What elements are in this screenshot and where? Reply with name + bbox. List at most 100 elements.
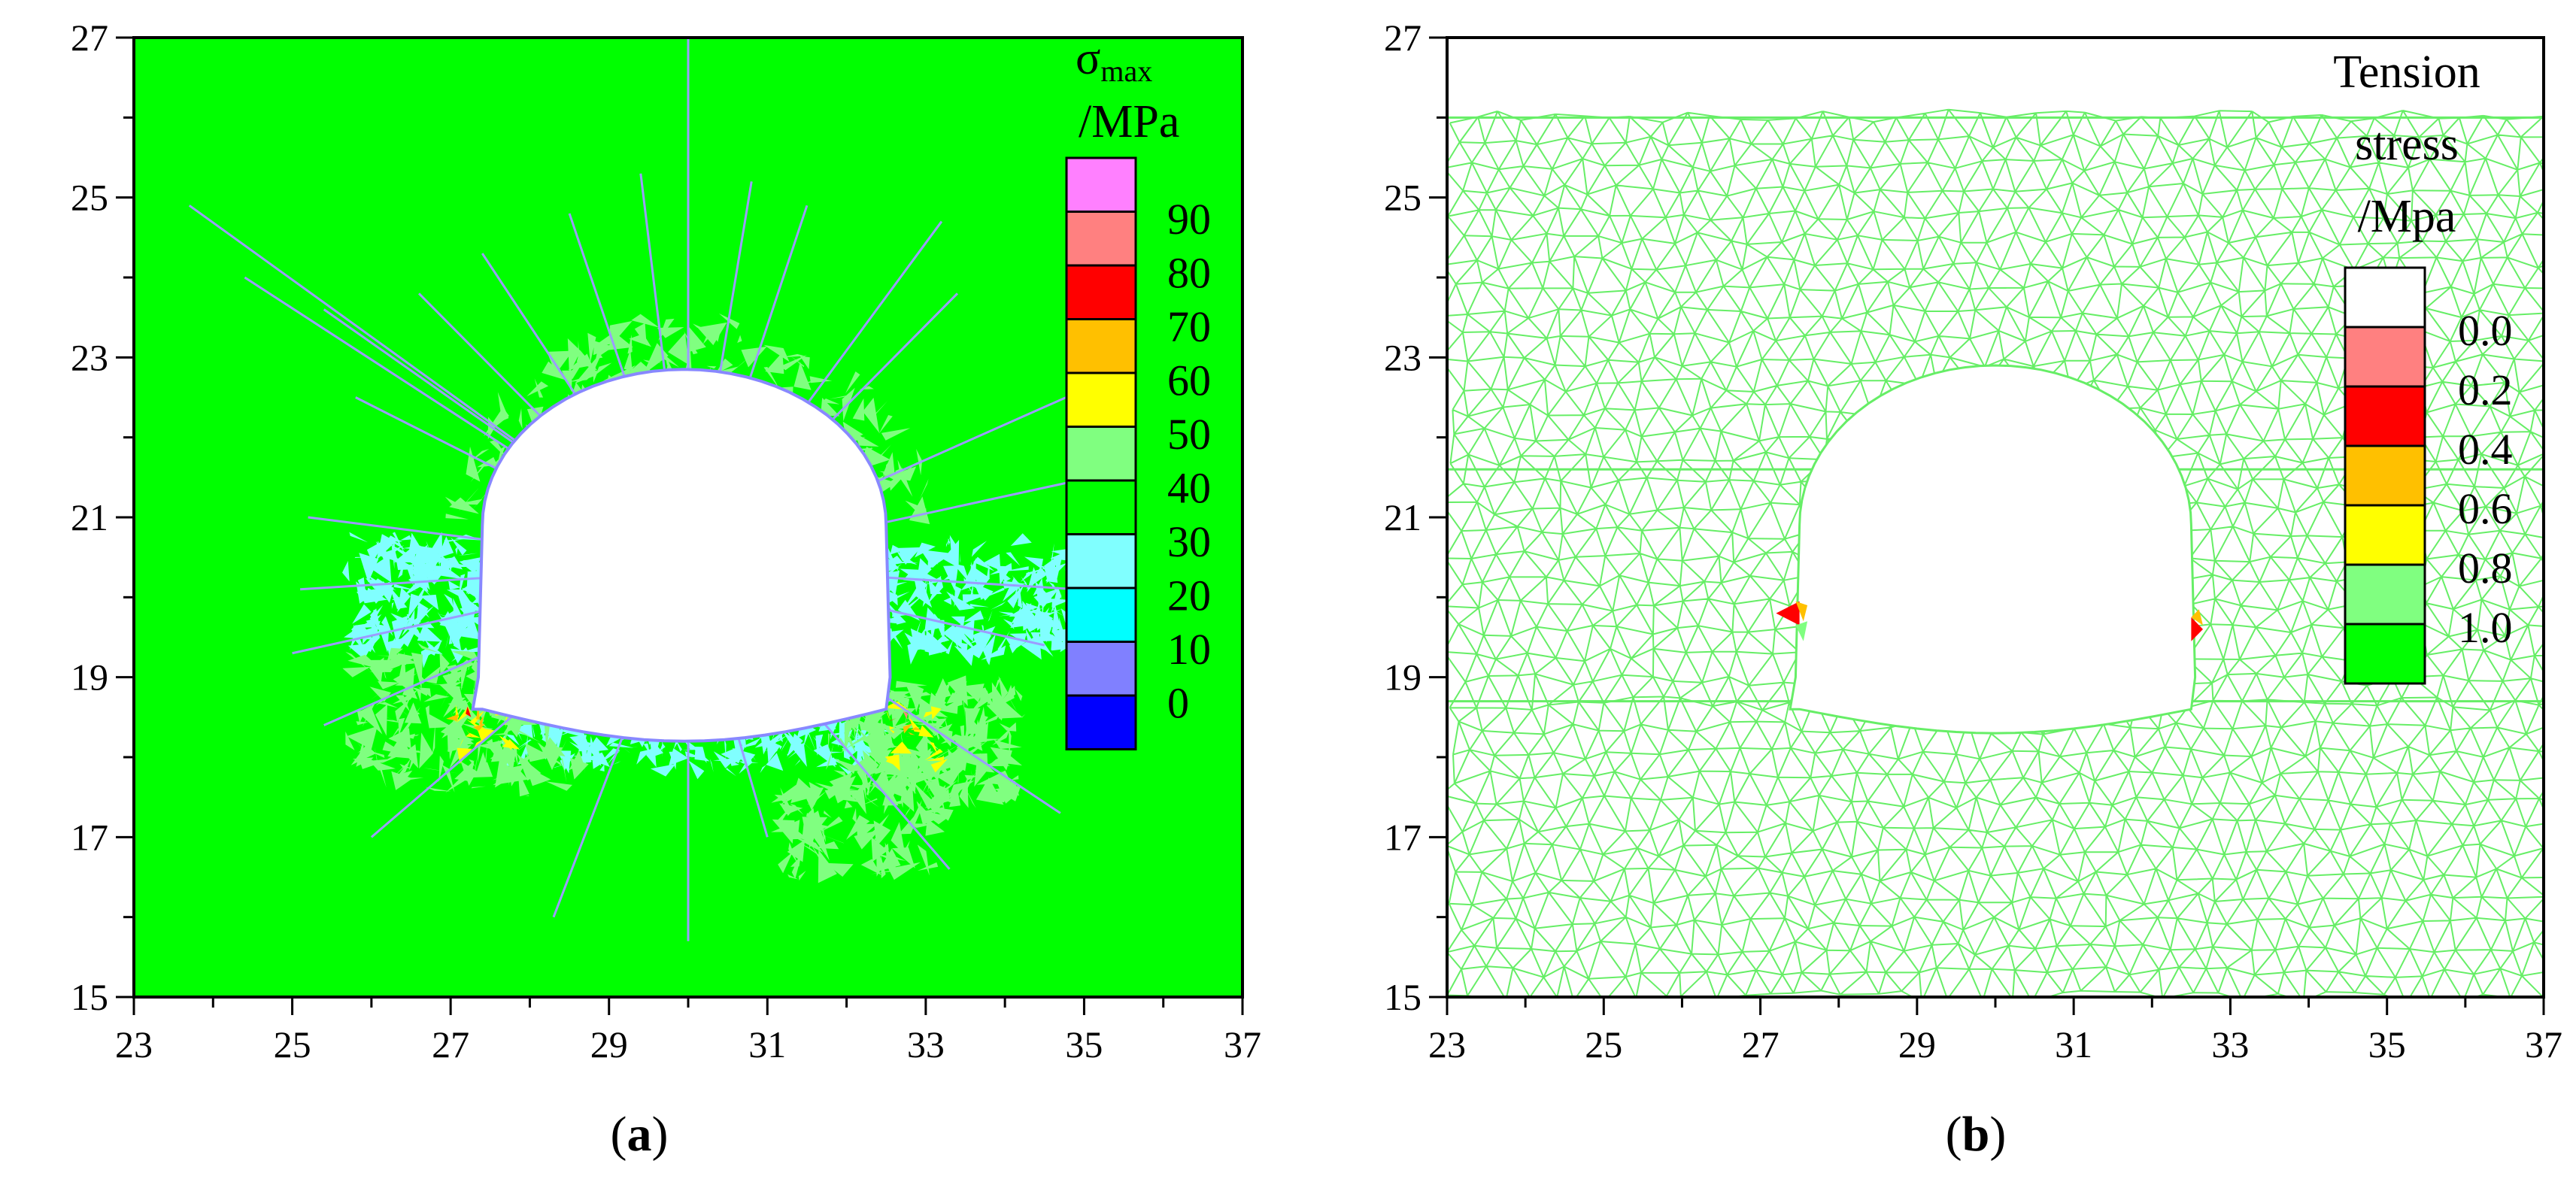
- stress-element: [813, 736, 833, 760]
- stress-element: [790, 856, 801, 867]
- y-tick-label: 19: [1384, 656, 1422, 699]
- stress-element: [909, 682, 924, 713]
- tension-element: [1795, 621, 1808, 641]
- panel-b-legend-title-2: stress: [2355, 119, 2459, 170]
- x-tick-label: 29: [590, 1023, 628, 1065]
- stress-element: [399, 535, 412, 541]
- stress-element: [888, 731, 901, 735]
- stress-element: [924, 748, 943, 761]
- mesh-lines: [1447, 108, 2544, 997]
- stress-element: [980, 781, 1000, 785]
- stress-element: [840, 775, 856, 798]
- x-tick-label: 27: [1742, 1023, 1780, 1065]
- stress-element: [345, 731, 355, 750]
- stress-element: [417, 544, 429, 566]
- stress-element: [1059, 617, 1067, 643]
- stress-element: [928, 579, 942, 595]
- stress-element: [918, 725, 934, 738]
- stress-element: [966, 712, 985, 734]
- stress-element: [1021, 714, 1026, 718]
- stress-element: [825, 862, 854, 877]
- stress-element: [760, 765, 766, 774]
- stress-element: [887, 602, 906, 625]
- stress-element: [867, 749, 892, 765]
- stress-element: [370, 682, 397, 700]
- stress-element: [369, 626, 380, 649]
- legend-swatch: [1065, 479, 1137, 535]
- stress-element: [794, 759, 800, 766]
- stress-element: [854, 447, 873, 451]
- stress-element: [794, 837, 824, 853]
- stress-element: [821, 399, 840, 405]
- stress-element: [946, 693, 978, 704]
- stress-element: [971, 769, 973, 780]
- stress-element: [689, 326, 706, 352]
- stress-element: [982, 634, 996, 665]
- stress-element: [891, 822, 906, 856]
- panel-b-caption: (b): [1946, 1107, 2007, 1162]
- stress-element: [739, 761, 759, 764]
- tension-element: [2191, 609, 2203, 626]
- stress-element: [886, 711, 891, 722]
- stress-element: [801, 787, 824, 811]
- stress-element: [387, 647, 403, 663]
- legend-swatch: [2344, 563, 2426, 626]
- stress-element: [766, 753, 784, 771]
- stress-element: [395, 699, 410, 723]
- legend-label: 70: [1167, 302, 1211, 351]
- stress-element: [457, 621, 481, 640]
- stress-element: [650, 764, 676, 777]
- stress-element: [1001, 683, 1018, 712]
- stress-element: [890, 741, 912, 754]
- stress-element: [658, 318, 675, 341]
- stress-element: [987, 559, 990, 578]
- stress-element: [378, 719, 405, 724]
- stress-element: [779, 354, 807, 371]
- stress-element: [930, 759, 948, 773]
- stress-element: [969, 578, 975, 600]
- x-tick-label: 37: [1224, 1023, 1261, 1065]
- stress-element: [466, 732, 481, 738]
- stress-element: [890, 544, 903, 555]
- legend-label: 0.8: [2458, 544, 2513, 593]
- stress-element: [375, 747, 378, 764]
- stress-element: [505, 714, 508, 728]
- stress-element: [903, 711, 908, 720]
- stress-element: [793, 362, 812, 390]
- panel-a-legend-unit: /MPa: [1079, 96, 1179, 147]
- legend-label: 80: [1167, 249, 1211, 298]
- stress-element: [878, 775, 902, 779]
- stress-element: [828, 732, 830, 751]
- stress-element: [403, 733, 416, 739]
- stress-element: [660, 743, 666, 751]
- y-tick-label: 19: [71, 656, 108, 699]
- stress-element: [432, 722, 435, 754]
- stress-element: [569, 750, 584, 771]
- x-tick-label: 37: [2525, 1023, 2562, 1065]
- stress-element: [1033, 588, 1060, 608]
- stress-element: [390, 613, 409, 629]
- stress-element: [608, 742, 634, 748]
- stress-element: [945, 535, 951, 547]
- stress-element: [369, 555, 392, 583]
- stress-element: [778, 744, 782, 750]
- stress-element: [420, 594, 439, 611]
- stress-element: [917, 844, 930, 876]
- stress-element: [973, 556, 995, 571]
- stress-element: [629, 333, 651, 347]
- stress-element: [373, 622, 378, 636]
- stress-element: [1010, 605, 1027, 628]
- stress-element: [569, 735, 587, 751]
- stress-element: [391, 602, 394, 610]
- stress-element: [798, 871, 806, 880]
- stress-element: [453, 705, 469, 727]
- panel-b-tension-contour: 23 25 27 29 31 33 35 37 15 17 19 21 23 25 27 Tension s…: [1384, 17, 2562, 1162]
- stress-element: [920, 571, 941, 581]
- legend-swatch: [1065, 533, 1137, 589]
- stress-element: [619, 745, 639, 747]
- stress-element: [500, 723, 511, 754]
- stress-element: [544, 723, 551, 751]
- x-tick-label: 35: [1065, 1023, 1103, 1065]
- stress-element: [721, 744, 746, 764]
